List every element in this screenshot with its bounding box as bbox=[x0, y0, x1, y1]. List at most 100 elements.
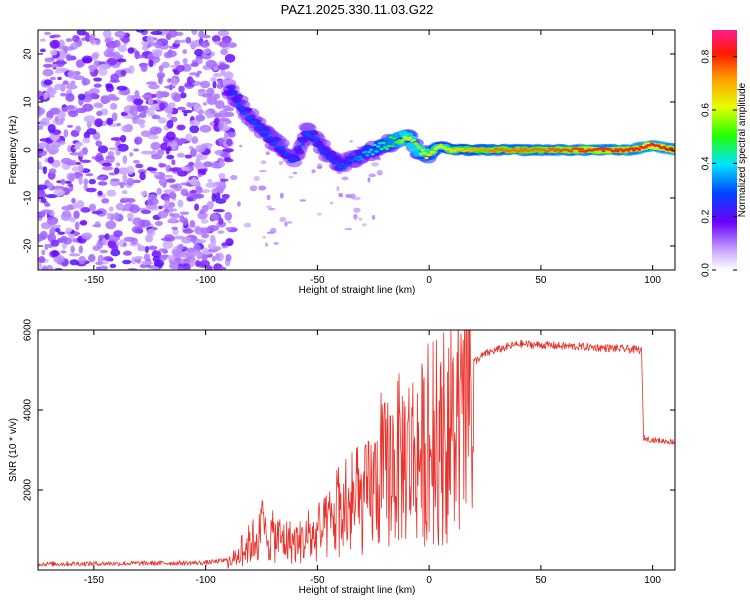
spectrogram-noise-cell bbox=[353, 207, 361, 213]
spectrogram-noise-cell bbox=[95, 140, 102, 147]
spectrogram-noise-cell bbox=[154, 172, 160, 177]
spectrogram-ridge-cell bbox=[263, 131, 268, 134]
spectrogram-y-tick-label-4: 20 bbox=[23, 48, 34, 60]
spectrogram-noise-cell bbox=[152, 50, 162, 58]
spectrogram-noise-cell bbox=[135, 118, 146, 125]
spectrogram-noise-cell bbox=[157, 75, 163, 85]
spectrogram-noise-cell bbox=[171, 248, 183, 256]
colorbar-tick-label-4: 0.8 bbox=[701, 49, 712, 63]
spectrogram-noise-cell bbox=[166, 112, 173, 119]
spectrogram-noise-cell bbox=[170, 77, 179, 87]
spectrogram-noise-cell bbox=[181, 236, 193, 244]
spectrogram-noise-cell bbox=[202, 48, 211, 55]
spectrogram-noise-cell bbox=[159, 257, 167, 261]
spectrogram-noise-cell bbox=[141, 94, 152, 99]
spectrogram-y-axis: -20 -10 0 10 20 bbox=[23, 48, 675, 253]
spectrogram-noise-cell bbox=[78, 245, 84, 254]
spectrogram-noise-cell bbox=[67, 70, 76, 79]
spectrogram-noise-cell bbox=[122, 115, 134, 119]
spectrogram-ridge-cell bbox=[392, 137, 397, 140]
spectrogram-ridge-cell bbox=[399, 141, 404, 144]
spectrogram-noise-cell bbox=[122, 242, 127, 247]
spectrogram-noise-cell bbox=[299, 199, 307, 202]
spectrogram-y-tick-label-2: 0 bbox=[23, 147, 34, 153]
spectrogram-noise-cell bbox=[176, 152, 185, 158]
spectrogram-ridge-cell bbox=[313, 140, 318, 143]
spectrogram-ridge-cell bbox=[385, 147, 390, 151]
spectrogram-ridge-cell bbox=[327, 156, 332, 159]
colorbar-gradient bbox=[712, 30, 737, 270]
spectrogram-noise-cell bbox=[116, 58, 127, 63]
spectrogram-noise-cell bbox=[105, 84, 114, 93]
spectrogram-noise-cell bbox=[317, 212, 322, 216]
spectrogram-noise-cell bbox=[70, 80, 76, 85]
spectrogram-noise-cell bbox=[189, 190, 198, 194]
spectrogram-noise-cell bbox=[41, 209, 53, 215]
spectrogram-noise-cell bbox=[176, 124, 186, 131]
colorbar-tick-label-0: 0.0 bbox=[701, 263, 712, 277]
spectrogram-noise-cell bbox=[49, 49, 58, 56]
spectrogram-ridge-cell bbox=[630, 147, 635, 150]
spectrogram-ridge-cell bbox=[411, 138, 416, 142]
spectrogram-ridge-cell bbox=[324, 151, 329, 155]
spectrogram-noise-cell bbox=[116, 162, 121, 167]
spectrogram-ridge-cell bbox=[270, 136, 275, 139]
spectrogram-ridge-cell bbox=[599, 147, 604, 151]
spectrogram-ridge-cell bbox=[297, 145, 302, 148]
spectrogram-noise-cell bbox=[200, 189, 211, 194]
spectrogram-noise-cell bbox=[88, 64, 96, 73]
spectrogram-noise-cell bbox=[226, 138, 233, 146]
spectrogram-noise-cell bbox=[177, 243, 184, 251]
spectrogram-noise-cell bbox=[201, 93, 213, 98]
spectrogram-ridge-cell bbox=[317, 146, 322, 149]
spectrogram-noise-cell bbox=[109, 263, 117, 269]
spectrogram-noise-cell bbox=[66, 104, 75, 110]
spectrogram-noise-cell bbox=[338, 192, 344, 198]
spectrogram-ridge-cell bbox=[460, 148, 465, 151]
spectrogram-noise-cell bbox=[170, 208, 178, 212]
spectrogram-noise-cell bbox=[93, 77, 102, 82]
spectrogram-noise-cell bbox=[93, 83, 102, 88]
spectrogram-ridge-cell bbox=[333, 160, 338, 164]
spectrogram-noise-cell bbox=[185, 36, 192, 44]
spectrogram-noise-cell bbox=[101, 166, 114, 171]
spectrogram-noise-cell bbox=[79, 220, 88, 225]
spectrogram-noise-cell bbox=[136, 105, 145, 112]
spectrogram-noise-cell bbox=[130, 237, 138, 245]
spectrogram-noise-cell bbox=[182, 217, 189, 226]
spectrogram-y-tick-label-1: -10 bbox=[23, 190, 34, 205]
spectrogram-noise-cell bbox=[68, 253, 81, 257]
spectrogram-noise-cell bbox=[167, 30, 178, 38]
spectrogram-noise-cell bbox=[114, 30, 126, 38]
spectrogram-noise-cell bbox=[191, 136, 199, 144]
spectrogram-ridge-cell bbox=[240, 107, 245, 110]
spectrogram-x-tick-label-0: -150 bbox=[84, 275, 104, 286]
spectrogram-noise-cell bbox=[253, 176, 260, 182]
spectrogram-ridge-cell bbox=[370, 153, 375, 156]
spectrogram-ridge-cell bbox=[420, 149, 425, 152]
spectrogram-ridge-cell bbox=[401, 138, 406, 142]
spectrogram-noise-cell bbox=[113, 167, 120, 175]
spectrogram-noise-cell bbox=[78, 150, 84, 157]
spectrogram-noise-cell bbox=[38, 192, 48, 198]
spectrogram-noise-cell bbox=[127, 47, 135, 54]
snr-x-tick-label-3: 0 bbox=[426, 575, 432, 586]
spectrogram-noise-cell bbox=[166, 119, 174, 129]
spectrogram-noise-cell bbox=[288, 175, 294, 179]
spectrogram-ridge-cell bbox=[281, 145, 286, 149]
spectrogram-noise-cell bbox=[137, 245, 146, 252]
spectrogram-noise-cell bbox=[194, 48, 204, 57]
spectrogram-ridge-cell bbox=[367, 150, 372, 154]
spectrogram-noise-cell bbox=[215, 100, 225, 109]
spectrogram-noise-cell bbox=[165, 131, 176, 141]
spectrogram-noise-cell bbox=[177, 170, 188, 177]
spectrogram-noise-cell bbox=[42, 166, 48, 175]
spectrogram-noise-cell bbox=[119, 134, 127, 143]
spectrogram-noise-cell bbox=[39, 138, 52, 142]
spectrogram-ridge-cell bbox=[358, 155, 363, 159]
spectrogram-noise-cell bbox=[223, 38, 232, 43]
spectrogram-ridge-cell bbox=[372, 143, 377, 147]
spectrogram-noise-cell bbox=[104, 233, 110, 240]
spectrogram-noise-cell bbox=[108, 147, 119, 151]
colorbar: 0.0 0.2 0.4 0.6 0.8 Normalized spectral ampl… bbox=[701, 30, 748, 277]
